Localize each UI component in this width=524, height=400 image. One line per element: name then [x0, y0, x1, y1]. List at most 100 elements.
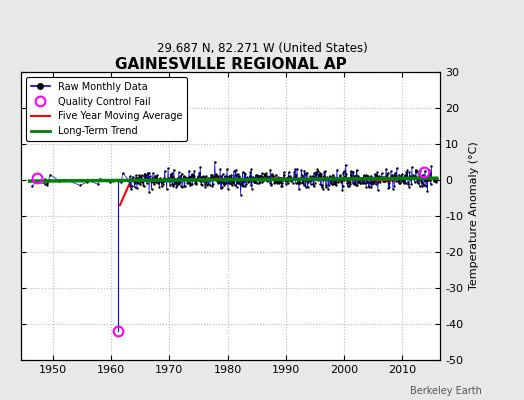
Point: [290, 169, 298, 176]
Point: [212, 171, 220, 178]
Point: [231, 172, 239, 178]
Point: [314, 177, 323, 184]
Point: [309, 181, 317, 188]
Point: [272, 180, 281, 186]
Point: [266, 166, 275, 173]
Point: [303, 170, 311, 176]
Point: [242, 181, 250, 187]
Point: [152, 179, 160, 186]
Point: [304, 176, 313, 182]
Point: [233, 178, 242, 185]
Point: [344, 179, 353, 186]
Point: [417, 176, 425, 182]
Point: [105, 179, 114, 186]
Point: [161, 176, 170, 182]
Point: [378, 174, 387, 180]
Point: [83, 179, 91, 185]
Point: [236, 192, 245, 198]
Point: [355, 178, 364, 185]
Point: [246, 173, 254, 180]
Point: [365, 175, 374, 182]
Point: [212, 172, 221, 178]
Point: [215, 176, 224, 182]
Point: [108, 178, 117, 184]
Point: [259, 174, 267, 180]
Point: [330, 180, 339, 186]
Point: [403, 167, 412, 173]
Point: [347, 172, 355, 178]
Point: [321, 168, 330, 175]
Point: [353, 167, 361, 173]
Point: [404, 179, 412, 186]
Point: [295, 178, 303, 185]
Point: [397, 173, 406, 180]
Point: [189, 172, 197, 178]
Point: [153, 172, 161, 178]
Point: [377, 170, 386, 176]
Point: [413, 178, 421, 184]
Point: [416, 168, 424, 175]
Point: [183, 176, 192, 182]
Point: [410, 174, 419, 181]
Point: [275, 180, 283, 186]
Point: [250, 178, 259, 185]
Point: [277, 175, 285, 181]
Point: [201, 184, 209, 190]
Point: [234, 170, 242, 177]
Point: [306, 173, 314, 179]
Point: [391, 178, 400, 184]
Point: [430, 178, 439, 184]
Point: [287, 178, 295, 184]
Point: [396, 180, 404, 186]
Point: [400, 174, 409, 180]
Point: [184, 180, 193, 186]
Point: [298, 172, 306, 178]
Point: [253, 172, 261, 178]
Point: [156, 176, 165, 182]
Point: [379, 178, 388, 184]
Point: [199, 178, 207, 184]
Point: [354, 173, 362, 180]
Point: [176, 173, 184, 179]
Point: [324, 176, 333, 183]
Point: [341, 174, 350, 181]
Point: [363, 179, 372, 185]
Point: [329, 180, 337, 187]
Point: [318, 181, 326, 188]
Point: [350, 173, 358, 180]
Point: [409, 175, 417, 181]
Point: [132, 172, 140, 178]
Point: [167, 173, 175, 180]
Point: [296, 175, 304, 182]
Point: [362, 172, 370, 178]
Point: [254, 175, 262, 181]
Point: [257, 176, 266, 182]
Point: [235, 173, 243, 179]
Point: [247, 185, 256, 192]
Point: [144, 170, 152, 176]
Point: [382, 166, 390, 172]
Point: [351, 180, 359, 186]
Point: [424, 172, 433, 178]
Point: [334, 179, 342, 186]
Point: [152, 176, 161, 183]
Point: [181, 174, 189, 180]
Point: [394, 178, 402, 184]
Point: [196, 174, 205, 180]
Point: [199, 173, 208, 180]
Point: [281, 176, 290, 182]
Point: [179, 173, 188, 179]
Point: [343, 180, 351, 186]
Point: [336, 172, 344, 179]
Point: [183, 180, 191, 186]
Point: [376, 174, 384, 180]
Point: [137, 178, 145, 184]
Point: [314, 168, 322, 174]
Point: [152, 174, 160, 181]
Point: [302, 170, 310, 176]
Point: [374, 187, 382, 194]
Point: [384, 185, 392, 192]
Point: [393, 175, 401, 181]
Point: [350, 180, 358, 187]
Point: [139, 182, 148, 189]
